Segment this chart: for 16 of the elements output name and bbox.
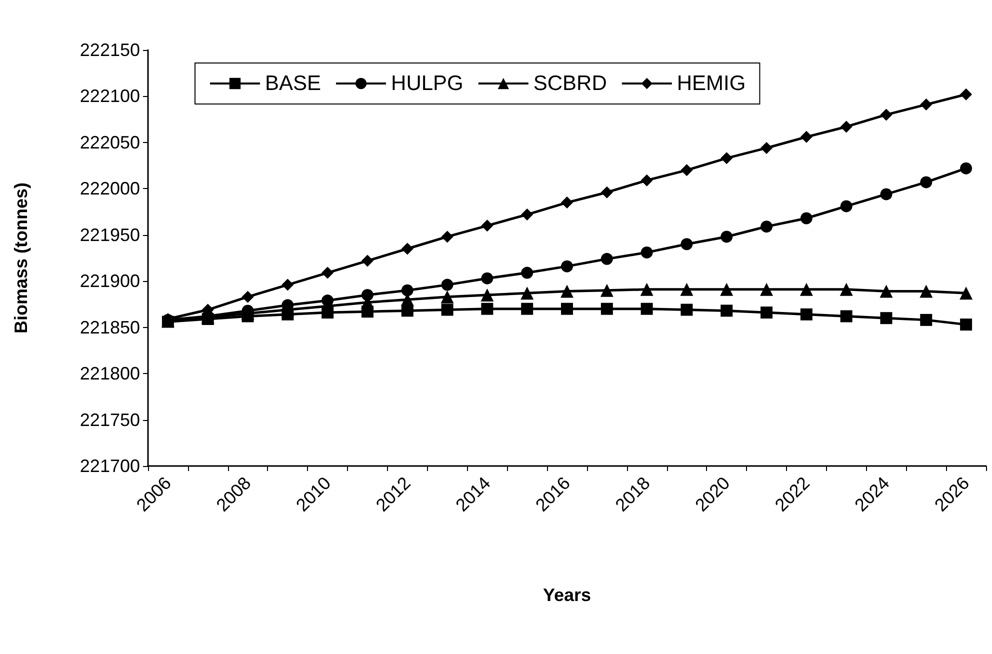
y-tick-label: 221700 — [80, 456, 140, 476]
y-tick-label: 221950 — [80, 224, 140, 245]
y-tick-label: 222000 — [80, 178, 140, 199]
y-tick-label: 221800 — [80, 364, 140, 384]
y-tick-label: 222050 — [80, 132, 140, 152]
legend-label: HEMIG — [676, 72, 746, 95]
legend-label: HULPG — [391, 72, 464, 95]
y-tick-label: 222150 — [80, 40, 140, 60]
x-axis-title: Years — [542, 585, 592, 605]
legend-label: BASE — [265, 72, 322, 95]
y-tick-label: 222100 — [80, 86, 140, 106]
y-tick-label: 221850 — [80, 317, 140, 338]
y-tick-label: 221900 — [80, 271, 140, 292]
legend-label: SCBRD — [533, 72, 607, 95]
y-tick-label: 221750 — [80, 410, 140, 430]
y-axis-title: Biomass (tonnes) — [11, 182, 31, 334]
